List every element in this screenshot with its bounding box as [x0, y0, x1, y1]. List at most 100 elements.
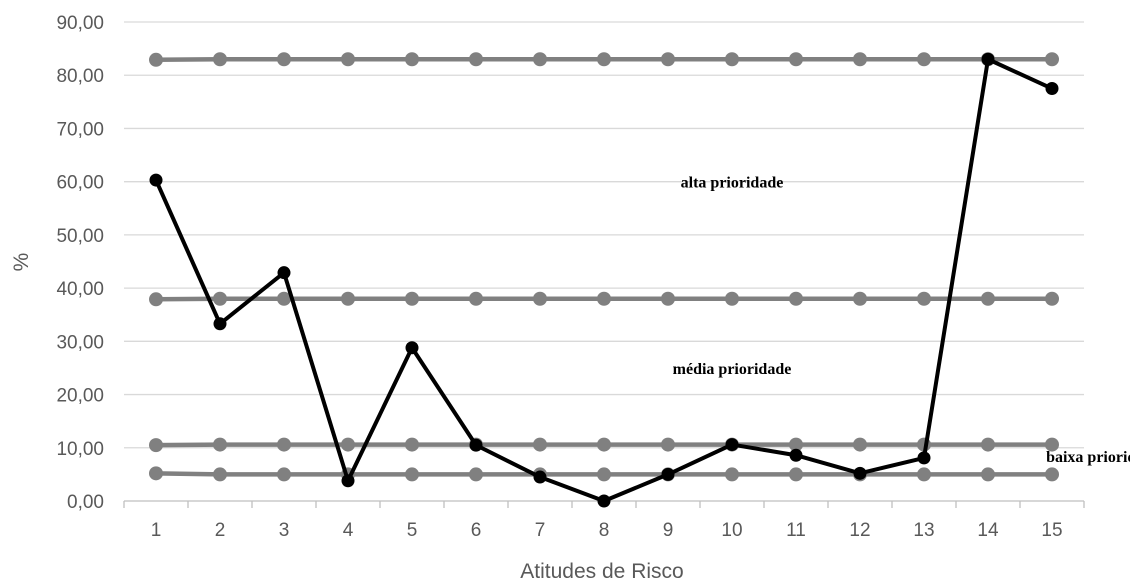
data-point — [981, 437, 995, 452]
x-tick-label: 9 — [663, 520, 674, 541]
data-point — [405, 437, 419, 452]
data-point — [853, 437, 867, 452]
x-tick-label: 13 — [913, 520, 934, 541]
x-tick-label: 15 — [1041, 520, 1062, 541]
data-point — [789, 467, 803, 482]
data-point — [341, 52, 355, 67]
data-point — [213, 291, 227, 306]
x-tick-label: 10 — [721, 520, 742, 541]
data-point — [277, 291, 291, 306]
annotation-label: alta prioridade — [681, 175, 784, 192]
data-point — [149, 438, 163, 453]
series-risk-attitudes — [149, 52, 1059, 508]
data-point — [341, 291, 355, 306]
data-point — [469, 52, 483, 67]
data-point — [277, 266, 291, 280]
data-point — [277, 52, 291, 67]
data-point — [661, 52, 675, 67]
x-tick-label: 7 — [535, 520, 546, 541]
y-tick-label: 10,00 — [56, 439, 104, 460]
data-point — [149, 173, 163, 187]
y-tick-label: 40,00 — [56, 279, 104, 300]
data-point — [533, 291, 547, 306]
data-point — [341, 474, 355, 488]
y-tick-label: 30,00 — [56, 332, 104, 353]
data-point — [405, 467, 419, 482]
x-tick-label: 2 — [215, 520, 226, 541]
data-point — [661, 291, 675, 306]
data-point — [597, 291, 611, 306]
data-point — [149, 466, 163, 481]
x-tick-label: 4 — [343, 520, 354, 541]
x-tick-label: 8 — [599, 520, 610, 541]
data-point — [149, 52, 163, 67]
data-point — [1045, 437, 1059, 452]
data-point — [789, 437, 803, 452]
annotation-label: baixa prioridade — [1046, 449, 1130, 466]
data-point — [533, 470, 547, 484]
data-point — [469, 467, 483, 482]
data-point — [597, 494, 611, 508]
data-point — [789, 52, 803, 67]
data-point — [405, 291, 419, 306]
data-point — [981, 291, 995, 306]
data-point — [597, 52, 611, 67]
series-threshold-1 — [149, 52, 1059, 67]
x-tick-label: 11 — [786, 520, 806, 541]
data-point — [1045, 467, 1059, 482]
data-point — [981, 467, 995, 482]
annotation-label: média prioridade — [673, 361, 792, 378]
data-point — [917, 467, 931, 482]
series-threshold-2 — [149, 291, 1059, 307]
data-point — [661, 467, 675, 481]
x-axis-title: Atitudes de Risco — [520, 560, 683, 583]
data-point — [277, 467, 291, 482]
y-tick-label: 20,00 — [56, 386, 104, 407]
data-point — [469, 291, 483, 306]
x-tick-label: 12 — [849, 520, 870, 541]
data-point — [981, 52, 995, 66]
data-point — [597, 437, 611, 452]
data-point — [213, 437, 227, 452]
series-threshold-3 — [149, 437, 1059, 453]
data-point — [789, 448, 803, 462]
data-point — [149, 292, 163, 307]
data-point — [917, 291, 931, 306]
data-point — [597, 467, 611, 482]
x-tick-label: 5 — [407, 520, 418, 541]
data-point — [725, 291, 739, 306]
y-tick-labels: 0,00 10,00 20,00 30,00 40,00 50,00 60,00 70,00 8… — [56, 13, 104, 513]
data-point — [725, 438, 739, 452]
data-point — [1045, 52, 1059, 67]
data-point — [469, 438, 483, 452]
series-group — [149, 52, 1059, 508]
x-tick-labels: 1 2 3 4 5 6 7 8 9 10 11 12 13 14 15 — [151, 520, 1063, 541]
data-point — [725, 467, 739, 482]
data-point — [341, 437, 355, 452]
data-point — [853, 466, 867, 480]
data-point — [789, 291, 803, 306]
annotations: alta prioridade média prioridade baixa pri… — [673, 175, 1130, 466]
x-tick-label: 1 — [151, 520, 162, 541]
data-point — [405, 341, 419, 355]
series-line — [154, 57, 1053, 503]
data-point — [853, 291, 867, 306]
data-point — [277, 437, 291, 452]
data-point — [917, 52, 931, 67]
y-tick-label: 70,00 — [56, 119, 104, 140]
y-axis-title: % — [10, 253, 33, 272]
data-point — [1045, 291, 1059, 306]
data-point — [661, 437, 675, 452]
y-tick-label: 50,00 — [56, 226, 104, 247]
data-point — [533, 52, 547, 67]
series-threshold-4 — [149, 466, 1059, 482]
data-point — [213, 317, 227, 331]
data-point — [853, 52, 867, 67]
data-point — [725, 52, 739, 67]
x-tick-label: 14 — [977, 520, 999, 541]
gridlines — [124, 21, 1084, 449]
data-point — [213, 52, 227, 67]
x-tick-label: 6 — [471, 520, 482, 541]
y-tick-label: 90,00 — [56, 13, 104, 34]
